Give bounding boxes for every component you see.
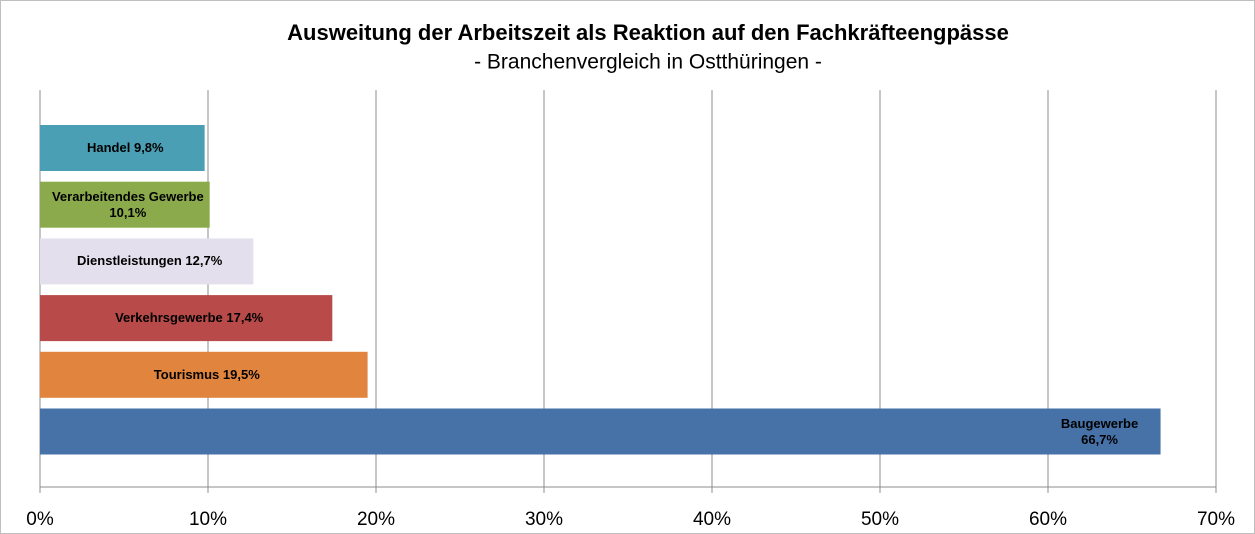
x-tick-label: 30% [525,509,563,530]
bar-category: Verarbeitendes Gewerbe [51,188,204,204]
x-tick-label: 20% [357,509,395,530]
bar [40,181,210,228]
x-tick-label: 60% [1029,509,1067,530]
bar-label: Handel 9,8% [46,125,205,171]
chart-subtitle: - Branchenvergleich in Ostthüringen - [474,51,822,74]
bar [40,408,1161,455]
bar [40,295,333,342]
bar-label: Dienstleistungen 12,7% [46,238,253,284]
bar-label: Tourismus 19,5% [97,352,317,398]
bar-category: Dienstleistungen [77,253,182,269]
bar-label-text: Verarbeitendes Gewerbe 10,1% [46,189,210,221]
bar-category: Handel [87,140,131,155]
bar-label: Verarbeitendes Gewerbe 10,1% [46,182,210,228]
bar-value-label: 12,7% [185,253,223,269]
x-tick-label: 50% [861,509,899,530]
bar-label-text: Tourismus 19,5% [154,367,260,383]
bar-label-text: Handel 9,8% [87,140,164,156]
x-tick-label: 10% [189,509,227,530]
bar-value-label: 9,8% [133,140,164,155]
x-tick-label: 40% [693,509,731,530]
bar-category: Tourismus [153,366,220,382]
bar-value-label: 66,7% [1081,431,1118,447]
bar-value-label: 17,4% [226,310,264,326]
bar-value-label: 10,1% [109,204,147,220]
bar [40,125,205,171]
x-tick-label: 70% [1197,509,1235,530]
x-tick-label: 0% [26,509,54,530]
bar [40,238,254,285]
bar-label-text: Verkehrsgewerbe 17,4% [115,310,263,326]
bar-label: Baugewerbe 66,7% [1045,409,1155,455]
chart-title: Ausweitung der Arbeitszeit als Reaktion … [287,20,1009,45]
bar-label: Verkehrsgewerbe 17,4% [79,295,299,341]
bar-category: Baugewerbe [1060,415,1139,431]
bar-label-text: Baugewerbe 66,7% [1045,416,1155,448]
bar-category: Verkehrsgewerbe [115,310,223,326]
bar-label-text: Dienstleistungen 12,7% [77,253,222,269]
bar [40,351,368,398]
bar-value-label: 19,5% [222,366,260,382]
